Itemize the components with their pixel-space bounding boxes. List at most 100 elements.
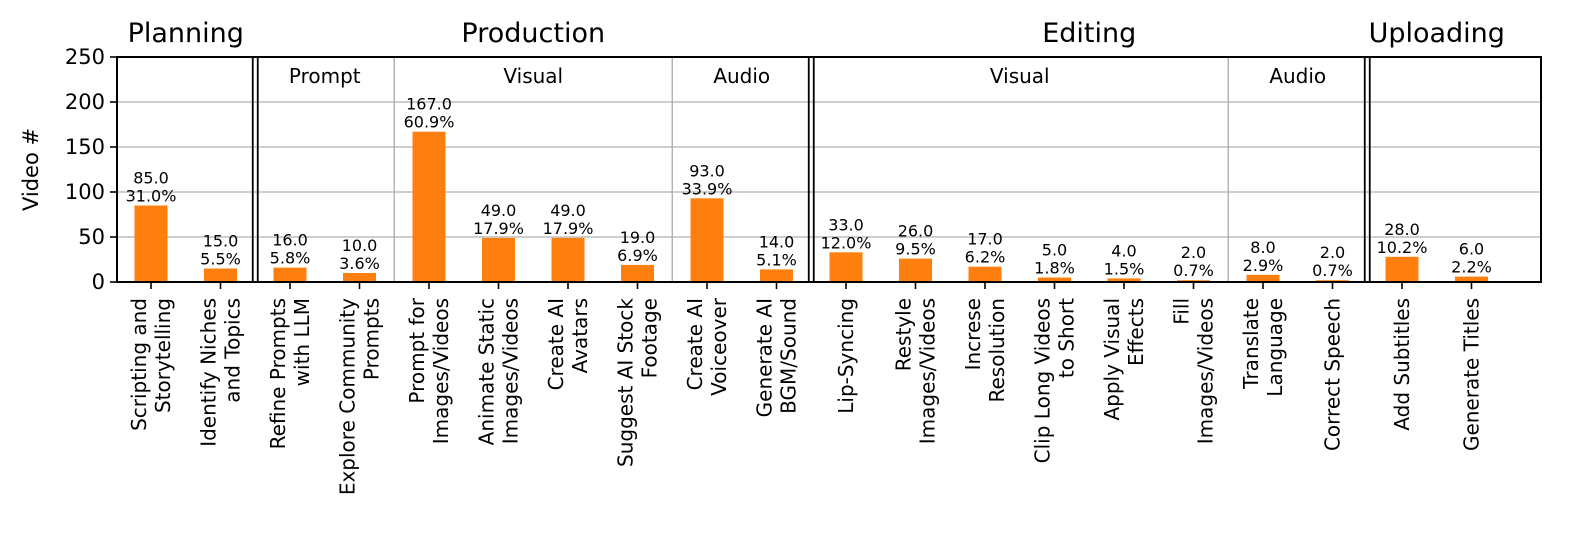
- x-tick-label: Suggest AI Stock: [614, 298, 638, 467]
- bar: [1038, 277, 1071, 282]
- y-tick-label: 150: [65, 135, 105, 159]
- bar-value-label: 8.0: [1250, 238, 1275, 257]
- bar-value-label: 14.0: [759, 232, 795, 251]
- bar: [1107, 278, 1141, 282]
- bar-value-label: 2.0: [1320, 243, 1345, 262]
- y-tick-label: 50: [78, 225, 105, 249]
- x-tick-label: Effects: [1124, 298, 1148, 366]
- bar-percent-label: 60.9%: [404, 113, 455, 132]
- bar: [343, 273, 376, 282]
- bar: [968, 266, 1002, 282]
- x-tick-label: Resolution: [985, 298, 1009, 403]
- x-tick-label: Images/Videos: [916, 298, 940, 444]
- bar-percent-label: 33.9%: [682, 179, 733, 198]
- bar-percent-label: 12.0%: [821, 233, 872, 252]
- x-tick-label: Create AI: [683, 298, 707, 390]
- bar-value-label: 5.0: [1042, 241, 1067, 260]
- bar: [899, 258, 932, 282]
- x-tick-label: BGM/Sound: [777, 298, 801, 414]
- x-tick-label: Increse: [961, 298, 985, 370]
- bar-value-label: 49.0: [550, 201, 586, 220]
- x-tick-label: Images/Videos: [429, 298, 453, 444]
- x-tick-label: Language: [1263, 298, 1287, 397]
- group-title: Audio: [713, 64, 770, 88]
- bar-percent-label: 9.5%: [895, 240, 936, 259]
- bar-value-label: 16.0: [272, 231, 308, 250]
- bar: [204, 268, 237, 282]
- bar: [551, 237, 585, 282]
- x-tick-label: Images/Videos: [1194, 298, 1218, 444]
- bar: [1385, 256, 1419, 282]
- y-axis-label: Video #: [19, 128, 43, 211]
- bar-percent-label: 2.2%: [1451, 258, 1492, 277]
- bar-value-label: 167.0: [406, 95, 452, 114]
- x-axis: Scripting and Storytelling Identify Niches…: [127, 282, 1484, 495]
- x-tick-label: Avatars: [568, 298, 592, 373]
- bar-value-label: 85.0: [133, 169, 169, 188]
- plot-frame: [116, 56, 1542, 283]
- bar-percent-label: 17.9%: [543, 219, 594, 238]
- x-tick-label: Translate: [1239, 298, 1263, 390]
- x-tick-label: Create AI: [544, 298, 568, 390]
- bar-percent-label: 3.6%: [339, 254, 380, 273]
- y-tick-label: 0: [92, 270, 105, 294]
- bar-value-label: 19.0: [620, 228, 656, 247]
- bar-percent-label: 2.9%: [1243, 256, 1284, 275]
- group-titles: Prompt Visual Audio Visual Audio: [289, 64, 1326, 88]
- stage-title: Planning: [128, 18, 244, 49]
- stage-title: Editing: [1042, 18, 1136, 49]
- x-tick-label: Images/Videos: [499, 298, 523, 444]
- stage-title: Production: [461, 18, 605, 49]
- x-tick-label: Identify Niches: [197, 298, 221, 447]
- x-tick-label: Apply Visual: [1100, 298, 1124, 421]
- group-title: Visual: [990, 64, 1050, 88]
- bar-value-label: 4.0: [1111, 241, 1136, 260]
- x-tick-label: Refine Prompts: [266, 298, 290, 449]
- bar-percent-label: 5.1%: [756, 250, 797, 269]
- stage-title: Uploading: [1369, 18, 1505, 49]
- bars: 85.031.0% 15.05.5% 16.05.8% 10.03.6% 167.060…: [126, 95, 1492, 282]
- bar-percent-label: 17.9%: [473, 219, 524, 238]
- x-tick-label: Lip-Syncing: [834, 298, 858, 414]
- stage-titles: Planning Production Editing Uploading: [128, 18, 1505, 49]
- bar-value-label: 26.0: [898, 222, 934, 241]
- bar-value-label: 2.0: [1181, 243, 1206, 262]
- bar-value-label: 49.0: [481, 201, 517, 220]
- bar-percent-label: 5.5%: [200, 250, 241, 269]
- x-tick-label: Restyle: [892, 298, 916, 371]
- x-tick-label: Fill: [1170, 298, 1194, 325]
- x-tick-label: Voiceover: [707, 297, 731, 396]
- y-tick-label: 200: [65, 90, 105, 114]
- y-tick-label: 250: [65, 45, 105, 69]
- x-tick-label: Explore Community: [336, 298, 360, 495]
- group-title: Visual: [503, 64, 563, 88]
- bar-percent-label: 6.2%: [965, 248, 1006, 267]
- group-title: Prompt: [289, 64, 361, 88]
- x-tick-label: Storytelling: [151, 298, 175, 413]
- bar-percent-label: 10.2%: [1377, 238, 1428, 257]
- x-tick-label: Correct Speech: [1321, 298, 1345, 451]
- bar: [412, 131, 446, 282]
- bar: [760, 269, 793, 282]
- bar-value-label: 6.0: [1459, 240, 1484, 259]
- x-tick-label: Animate Static: [475, 298, 499, 445]
- y-axis: 0 50 100 150 200 250 Video #: [19, 45, 117, 294]
- y-tick-label: 100: [65, 180, 105, 204]
- group-title: Audio: [1269, 64, 1326, 88]
- x-tick-label: to Short: [1055, 298, 1079, 378]
- x-tick-label: Prompt for: [405, 297, 429, 403]
- bar: [621, 264, 654, 282]
- separators: [251, 57, 1371, 282]
- bar: [482, 237, 515, 282]
- x-tick-label: Footage: [638, 298, 662, 378]
- bar: [273, 267, 307, 282]
- bar-value-label: 10.0: [342, 236, 378, 255]
- bar-value-label: 28.0: [1384, 220, 1420, 239]
- bar-percent-label: 0.7%: [1173, 261, 1214, 280]
- x-tick-label: Scripting and: [127, 298, 151, 431]
- bar: [829, 252, 863, 282]
- bar: [134, 205, 168, 282]
- x-tick-label: Prompts: [360, 298, 384, 380]
- bar: [690, 198, 724, 282]
